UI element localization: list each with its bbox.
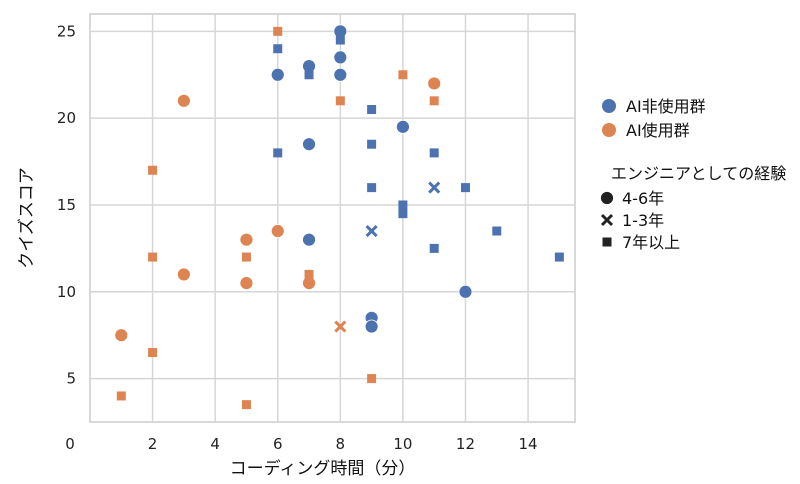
data-point (458, 284, 473, 299)
data-point (427, 76, 442, 91)
legend-style-marker (602, 237, 612, 247)
data-point (492, 226, 502, 236)
x-tick-label: 4 (210, 435, 220, 453)
x-tick-label: 0 (65, 435, 75, 453)
plot-area (89, 13, 576, 423)
legend-hue-label: AI非使用群 (626, 97, 706, 116)
data-point (429, 96, 439, 106)
legend-hue-label: AI使用群 (626, 121, 690, 140)
x-tick-labels: 0 2 4 6 8 10 12 14 (65, 435, 537, 453)
legend-style-label: 4-6年 (622, 189, 664, 208)
legend-style-label: 1-3年 (622, 211, 664, 230)
data-points (114, 24, 564, 410)
data-point (176, 267, 191, 282)
data-point (398, 209, 408, 219)
y-tick-label: 15 (57, 196, 76, 214)
data-point (333, 50, 348, 65)
y-tick-label: 5 (66, 370, 76, 388)
legend-style-marker (600, 213, 614, 227)
legend-style-marker (600, 191, 614, 205)
data-point (367, 183, 377, 193)
legend-hue-marker (602, 99, 616, 113)
data-point (114, 328, 129, 343)
data-point (239, 232, 254, 247)
data-point (428, 181, 441, 194)
data-point (429, 243, 439, 253)
y-tick-label: 25 (57, 22, 76, 40)
data-point (554, 252, 564, 262)
data-point (429, 148, 439, 158)
data-point (335, 35, 345, 45)
data-point (334, 320, 347, 333)
x-tick-label: 10 (393, 435, 412, 453)
data-point (241, 252, 251, 262)
legend-style-title: エンジニアとしての経験 (611, 164, 786, 183)
data-point (148, 348, 158, 358)
data-point (302, 232, 316, 247)
legend-style-label: 7年以上 (622, 233, 680, 252)
data-point (398, 200, 408, 210)
x-axis-label: コーディング時間（分） (230, 458, 416, 479)
y-tick-label: 10 (57, 283, 76, 301)
data-point (398, 70, 408, 80)
data-point (367, 139, 377, 149)
data-point (116, 391, 126, 401)
data-point (302, 137, 316, 152)
legend-hue-group: AI非使用群 AI使用群 (602, 97, 706, 140)
data-point (176, 93, 191, 108)
y-tick-label: 20 (57, 109, 76, 127)
data-point (364, 319, 379, 334)
data-point (239, 276, 254, 291)
data-point (335, 96, 345, 106)
data-point (396, 119, 410, 134)
y-tick-labels: 5 10 15 20 25 (57, 22, 76, 387)
x-tick-label: 6 (273, 435, 283, 453)
data-point (270, 67, 285, 82)
legend-hue-marker (602, 123, 616, 137)
x-tick-label: 8 (336, 435, 346, 453)
data-point (367, 104, 377, 114)
data-point (304, 70, 314, 80)
data-point (273, 26, 283, 36)
legend-style-group: 4-6年 1-3年 7年以上 (600, 189, 680, 252)
data-point (273, 44, 283, 54)
x-tick-label: 12 (456, 435, 475, 453)
data-point (365, 224, 378, 238)
data-point (460, 183, 470, 193)
data-point (241, 400, 251, 410)
data-point (273, 148, 283, 158)
data-point (148, 165, 158, 175)
data-point (333, 67, 348, 82)
legend: AI非使用群 AI使用群 エンジニアとしての経験 4-6年 1-3年 7年以上 (600, 97, 786, 252)
data-point (270, 224, 285, 238)
data-point (304, 269, 314, 279)
x-tick-label: 2 (148, 435, 158, 453)
data-point (148, 252, 158, 262)
data-point (367, 374, 377, 384)
y-axis-label: クイズスコア (17, 167, 37, 269)
x-tick-label: 14 (519, 435, 538, 453)
